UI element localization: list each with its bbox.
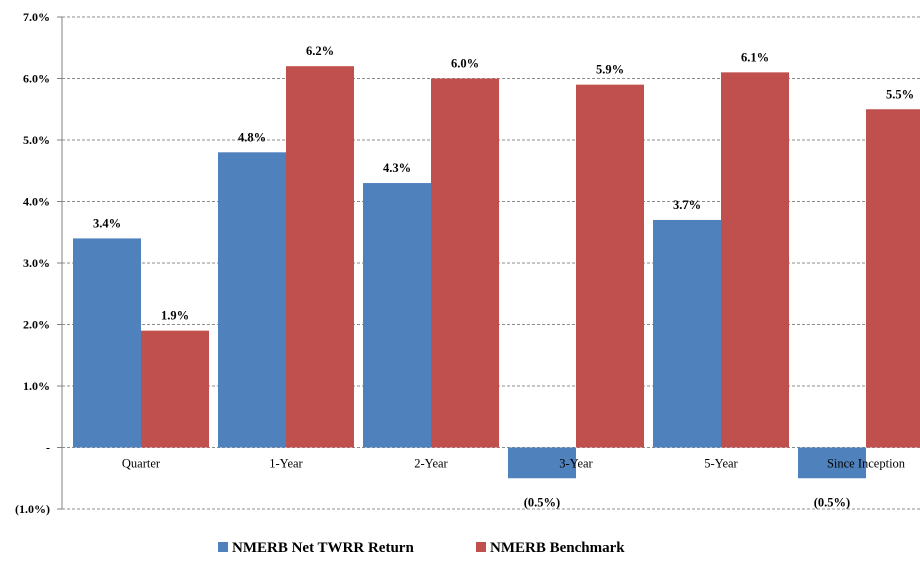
- bar-return: [798, 447, 866, 479]
- y-tick-label: -: [46, 441, 50, 455]
- bar-benchmark: [576, 84, 644, 448]
- x-category-label: 5-Year: [704, 457, 738, 471]
- x-category-label: Since Inception: [827, 457, 906, 471]
- data-label: 4.3%: [383, 161, 411, 175]
- y-axis: (1.0%) - 1.0% 2.0% 3.0% 4.0% 5.0% 6.0% 7.0%: [15, 10, 63, 516]
- bars: [73, 66, 920, 479]
- y-tick-label: 2.0%: [23, 318, 50, 332]
- bar-return: [508, 447, 576, 479]
- data-label: 6.2%: [306, 44, 334, 58]
- y-tick-label: 3.0%: [23, 256, 50, 270]
- legend-swatch: [218, 542, 228, 552]
- x-category-label: 2-Year: [414, 457, 448, 471]
- data-label: 5.9%: [596, 63, 624, 77]
- bar-benchmark: [721, 72, 789, 448]
- bar-return: [73, 238, 141, 448]
- legend-label: NMERB Benchmark: [490, 540, 625, 556]
- y-tick-label: 7.0%: [23, 10, 50, 24]
- data-label: (0.5%): [814, 495, 850, 509]
- x-axis-labels: Quarter 1-Year 2-Year 3-Year 5-Year Since Inc…: [122, 457, 906, 471]
- bar-benchmark: [866, 109, 920, 448]
- data-label: 1.9%: [161, 309, 189, 323]
- legend-swatch: [476, 542, 486, 552]
- data-labels: 3.4% 1.9% 4.8% 6.2% 4.3% 6.0% (0.5%) 5.9% 3.7% 6.…: [93, 44, 914, 509]
- bar-benchmark: [286, 66, 354, 448]
- x-category-label: Quarter: [122, 457, 161, 471]
- y-tick-label: 5.0%: [23, 133, 50, 147]
- data-label: 3.4%: [93, 216, 121, 230]
- data-label: 3.7%: [673, 198, 701, 212]
- bar-benchmark: [141, 330, 209, 448]
- bar-return: [653, 219, 721, 448]
- bar-return: [363, 183, 431, 448]
- legend: NMERB Net TWRR Return NMERB Benchmark: [218, 540, 625, 556]
- data-label: 6.0%: [451, 57, 479, 71]
- y-tick-label: (1.0%): [15, 502, 50, 516]
- data-label: 4.8%: [238, 130, 266, 144]
- x-category-label: 1-Year: [269, 457, 303, 471]
- bar-benchmark: [431, 78, 499, 448]
- y-tick-label: 1.0%: [23, 379, 50, 393]
- bar-return: [218, 152, 286, 448]
- data-label: 6.1%: [741, 50, 769, 64]
- data-label: 5.5%: [886, 87, 914, 101]
- y-tick-label: 4.0%: [23, 195, 50, 209]
- data-label: (0.5%): [524, 495, 560, 509]
- x-category-label: 3-Year: [559, 457, 593, 471]
- y-tick-label: 6.0%: [23, 72, 50, 86]
- legend-label: NMERB Net TWRR Return: [232, 540, 414, 556]
